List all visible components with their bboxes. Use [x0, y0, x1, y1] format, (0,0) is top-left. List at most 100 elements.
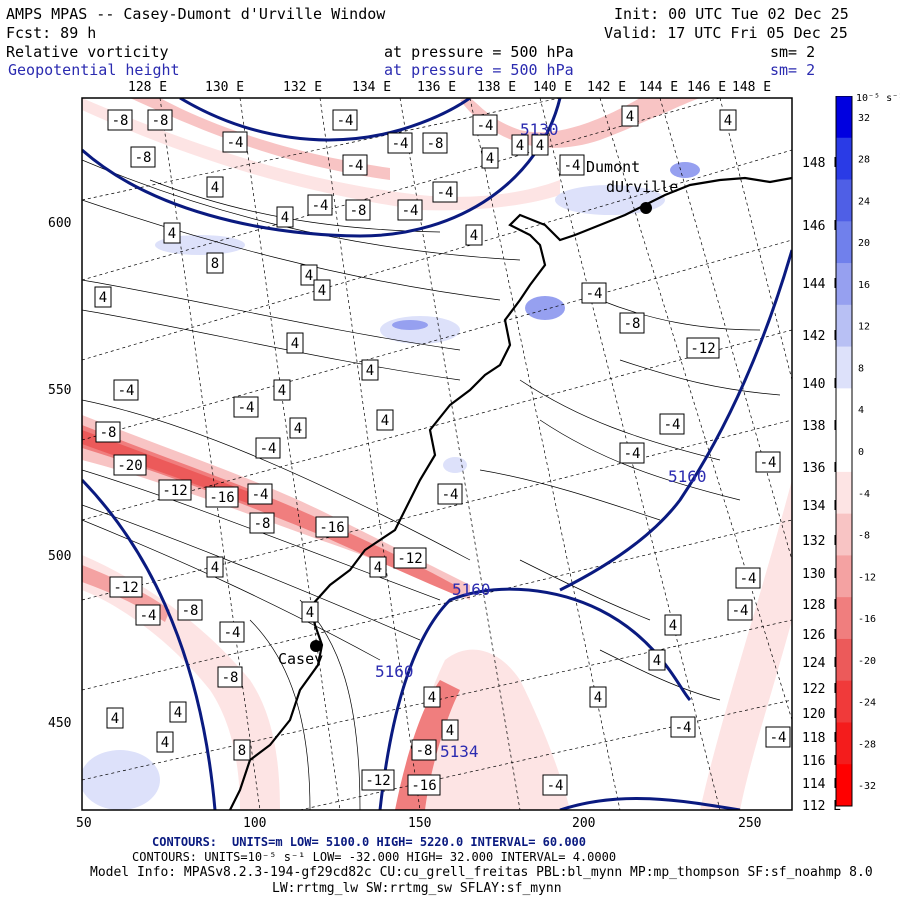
- vorticity-label-box: [542, 774, 568, 796]
- vorticity-label: 4: [306, 605, 314, 621]
- vorticity-label: -4: [547, 778, 564, 794]
- vorticity-label-box: [217, 666, 243, 688]
- vorticity-label-box: [361, 359, 379, 381]
- vorticity-label: 4: [278, 383, 286, 399]
- colorbar-swatch: [836, 137, 852, 181]
- colorbar-swatch: [836, 430, 852, 473]
- vorticity-label-box: [511, 134, 529, 156]
- vorticity-label-box: [158, 479, 192, 501]
- height-contours: [82, 98, 792, 810]
- dumont-station-marker: [640, 202, 652, 214]
- colorbar-unit: 10⁻⁵ s⁻¹: [856, 93, 900, 104]
- vorticity-label: -8: [100, 425, 117, 441]
- vorticity-label: -4: [586, 286, 603, 302]
- lon-label-top: 146 E: [687, 80, 726, 95]
- vorticity-label: -8: [152, 113, 169, 129]
- vorticity-label-box: [106, 707, 124, 729]
- vorticity-band-negative-strong: [82, 430, 260, 504]
- vorticity-label-box: [411, 739, 437, 761]
- lon-label-top: 140 E: [533, 80, 572, 95]
- vorticity-label-box: [481, 147, 499, 169]
- lon-label-right: 128 E: [802, 598, 841, 613]
- vorticity-label-box: [735, 567, 761, 589]
- vorticity-label-box: [407, 774, 441, 796]
- field-1-smoothing: sm= 2: [770, 43, 816, 61]
- vorticity-label-box: [755, 451, 781, 473]
- vorticity-positive-patch-7: [82, 750, 160, 810]
- vorticity-colorbar: 32 28 24 20 16 12 8 4 0 -4 -8 -12 -16 -20 -24 -28 -32: [835, 96, 876, 807]
- colorbar-label: 0: [858, 447, 864, 458]
- vorticity-label: -4: [442, 487, 459, 503]
- colorbar-swatch: [836, 722, 852, 765]
- vorticity-positive-patch-6: [670, 162, 700, 178]
- vorticity-label: 4: [281, 210, 289, 226]
- vorticity-contour-info: CONTOURS: UNITS=10⁻⁵ s⁻¹ LOW= -32.000 HI…: [132, 850, 617, 864]
- colorbar-swatch: [836, 221, 852, 264]
- vorticity-label: 8: [211, 256, 219, 272]
- lon-label-right: 132 E: [802, 534, 841, 549]
- vorticity-label: 4: [536, 138, 544, 154]
- coastline: [229, 176, 792, 810]
- vorticity-label: 4: [174, 705, 182, 721]
- colorbar-label: 8: [858, 363, 864, 374]
- colorbar-swatch: [836, 96, 852, 139]
- colorbar-label: -24: [858, 698, 876, 709]
- colorbar-swatch: [836, 471, 852, 515]
- vorticity-label: 4: [516, 138, 524, 154]
- vorticity-label: -4: [227, 135, 244, 151]
- vorticity-label-box: [472, 114, 498, 136]
- vorticity-label: 4: [653, 653, 661, 669]
- x-tick-label: 50: [76, 816, 92, 831]
- y-tick-label: 550: [48, 383, 71, 398]
- vorticity-label-box: [686, 337, 720, 359]
- vorticity-band-negative-north2: [130, 98, 390, 180]
- vorticity-label-box: [664, 614, 682, 636]
- colorbar-label: 32: [858, 113, 870, 124]
- vorticity-label-box: [727, 599, 753, 621]
- lon-label-right: 112 E: [802, 799, 841, 814]
- lon-label-right: 138 E: [802, 419, 841, 434]
- vorticity-positive-patch-8: [443, 457, 467, 473]
- vorticity-label: 4: [211, 560, 219, 576]
- vorticity-label: -4: [347, 158, 364, 174]
- vorticity-label-box: [156, 731, 174, 753]
- lon-label-right: 116 E: [802, 754, 841, 769]
- vorticity-label: 4: [211, 180, 219, 196]
- colorbar-label: -16: [858, 614, 876, 625]
- vorticity-label-box: [206, 556, 224, 578]
- vorticity-positive-patch-5: [555, 185, 665, 215]
- colorbar-label: -12: [858, 572, 876, 583]
- vorticity-label-box: [205, 486, 239, 508]
- vorticity-label: -12: [365, 773, 390, 789]
- vorticity-label-box: [163, 222, 181, 244]
- colorbar-swatch: [836, 597, 852, 640]
- vorticity-label: 4: [366, 363, 374, 379]
- colorbar-label: -8: [858, 531, 870, 542]
- vorticity-label: -8: [135, 150, 152, 166]
- vorticity-label-box: [581, 282, 607, 304]
- casey-station-marker: [310, 640, 322, 652]
- colorbar-label: 4: [858, 405, 864, 416]
- vorticity-label: -4: [624, 446, 641, 462]
- vorticity-label-box: [169, 701, 187, 723]
- vorticity-label-box: [393, 547, 427, 569]
- vorticity-label-box: [255, 437, 281, 459]
- vorticity-label: -4: [260, 441, 277, 457]
- dumont-label-line2: dUrville: [606, 178, 678, 196]
- vorticity-label: 4: [626, 109, 634, 125]
- vorticity-label: 4: [381, 413, 389, 429]
- vorticity-label-box: [301, 601, 319, 623]
- colorbar-label: 16: [858, 280, 870, 291]
- height-label: 5160: [452, 580, 491, 599]
- field-1-level: at pressure = 500 hPa: [384, 43, 574, 61]
- vorticity-label-box: [659, 413, 685, 435]
- vorticity-label: -12: [162, 483, 187, 499]
- vorticity-label-box: [719, 109, 737, 131]
- lon-label-top: 138 E: [477, 80, 516, 95]
- vorticity-label: -4: [437, 185, 454, 201]
- vorticity-label-box: [130, 146, 156, 168]
- vorticity-label-box: [107, 109, 133, 131]
- colorbar-swatch: [836, 346, 852, 389]
- vorticity-label-box: [432, 181, 458, 203]
- colorbar-label: -32: [858, 781, 876, 792]
